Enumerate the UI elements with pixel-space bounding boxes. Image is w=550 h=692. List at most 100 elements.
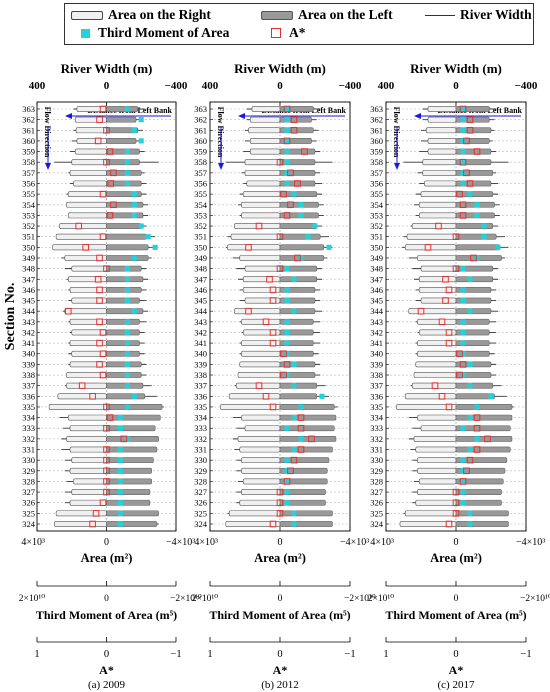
astar-marker [463, 467, 470, 475]
astar-marker [280, 350, 287, 358]
bar-area-left [106, 467, 152, 474]
third-moment-marker [467, 510, 473, 516]
section-tick-label: 334 [370, 413, 384, 423]
panel-caption: (b) 2012 [261, 679, 299, 691]
astar-marker [103, 403, 110, 411]
third-moment-marker [319, 393, 325, 399]
legend-swatch-third-moment [81, 28, 90, 38]
section-tick-label: 343 [370, 317, 383, 327]
third-moment-marker [474, 212, 480, 219]
bar-area-left [106, 212, 144, 219]
astar-marker [64, 307, 72, 315]
river-width-tick-label: 0 [277, 80, 283, 92]
section-tick-label: 336 [370, 391, 383, 401]
third-moment-marker [460, 297, 466, 304]
bar-area-left [106, 138, 137, 144]
bar-area-right [235, 382, 281, 389]
area-tick-label: 0 [278, 537, 283, 548]
section-tick-label: 351 [194, 232, 207, 242]
astar-marker [276, 158, 284, 166]
section-tick-label: 361 [194, 125, 207, 135]
bar-area-right [239, 499, 281, 506]
third-moment-marker [138, 223, 144, 229]
third-moment-marker [124, 266, 130, 272]
bar-area-right [417, 457, 457, 464]
section-tick-label: 359 [370, 147, 383, 157]
astar-marker [287, 169, 294, 177]
section-tick-label: 358 [370, 157, 383, 167]
bar-area-right [418, 201, 457, 208]
third-moment-marker [291, 308, 297, 314]
moment-axis-label: Third Moment of Area (m⁵) [36, 608, 177, 622]
bar-area-left [106, 276, 144, 283]
bar-area-left [106, 489, 151, 495]
section-tick-label: 341 [370, 338, 383, 348]
bar-area-right [75, 127, 107, 134]
third-moment-marker [284, 489, 290, 495]
bar-area-right [239, 361, 281, 368]
third-moment-marker [467, 383, 473, 389]
third-moment-marker [298, 212, 304, 219]
bar-area-left [455, 223, 494, 229]
bar-area-left [455, 361, 492, 368]
bar-area-right [69, 361, 107, 368]
bar-area-right [241, 318, 281, 325]
bar-area-right [69, 286, 107, 293]
third-moment-marker [460, 468, 466, 474]
bar-area-left [455, 478, 504, 485]
panel-caption: (a) 2009 [88, 679, 125, 691]
astar-marker [297, 424, 305, 432]
section-tick-label: 333 [370, 423, 383, 433]
astar-marker [442, 275, 449, 283]
astar-marker [269, 329, 277, 336]
section-tick-label: 362 [194, 115, 207, 125]
bar-area-left [106, 201, 144, 208]
section-tick-label: 344 [22, 306, 36, 316]
astar-marker [301, 148, 308, 155]
third-moment-marker [117, 425, 123, 431]
section-tick-label: 327 [22, 487, 35, 497]
astar-marker [424, 244, 432, 251]
astar-marker [103, 488, 110, 496]
astar-axis-label: A* [449, 663, 464, 677]
section-tick-label: 347 [22, 274, 35, 284]
panel-3: 3633623613603593583573563553543533523513… [368, 61, 550, 691]
bar-area-left [455, 276, 494, 283]
third-moment-marker [284, 106, 290, 112]
astar-marker [75, 222, 83, 230]
astar-marker [96, 339, 103, 347]
panel-2: 3633623613603593583573563553543533523513… [192, 61, 376, 691]
section-tick-label: 340 [194, 349, 207, 359]
astar-marker [287, 467, 294, 475]
astar-marker [96, 116, 103, 123]
astar-marker [294, 254, 301, 262]
section-tick-label: 356 [370, 178, 383, 188]
bar-area-right [71, 297, 107, 304]
third-moment-marker [284, 351, 290, 357]
third-moment-marker [284, 329, 290, 336]
astar-marker [452, 510, 460, 517]
third-moment-marker [117, 510, 123, 516]
astar-marker [484, 435, 491, 443]
bar-area-right [417, 414, 457, 421]
third-moment-marker [124, 287, 130, 293]
bar-area-left [106, 106, 139, 112]
bar-area-right [69, 340, 107, 347]
distance-arrow-head [65, 113, 72, 119]
astar-marker [107, 180, 114, 187]
bar-area-left [455, 404, 513, 410]
river-width-axis-label: River Width (m) [234, 61, 326, 76]
bar-area-right [422, 159, 457, 166]
section-tick-label: 332 [370, 434, 383, 444]
bar-area-left [455, 393, 495, 400]
bar-area-right [413, 372, 457, 378]
bar-area-right [74, 148, 107, 155]
astar-marker [287, 201, 294, 209]
bar-area-right [422, 169, 457, 176]
third-moment-marker [124, 340, 130, 346]
bar-area-right [71, 489, 107, 495]
third-moment-marker [284, 319, 290, 325]
astar-marker [466, 180, 474, 187]
section-tick-label: 324 [194, 519, 208, 529]
bar-area-left [455, 244, 501, 251]
